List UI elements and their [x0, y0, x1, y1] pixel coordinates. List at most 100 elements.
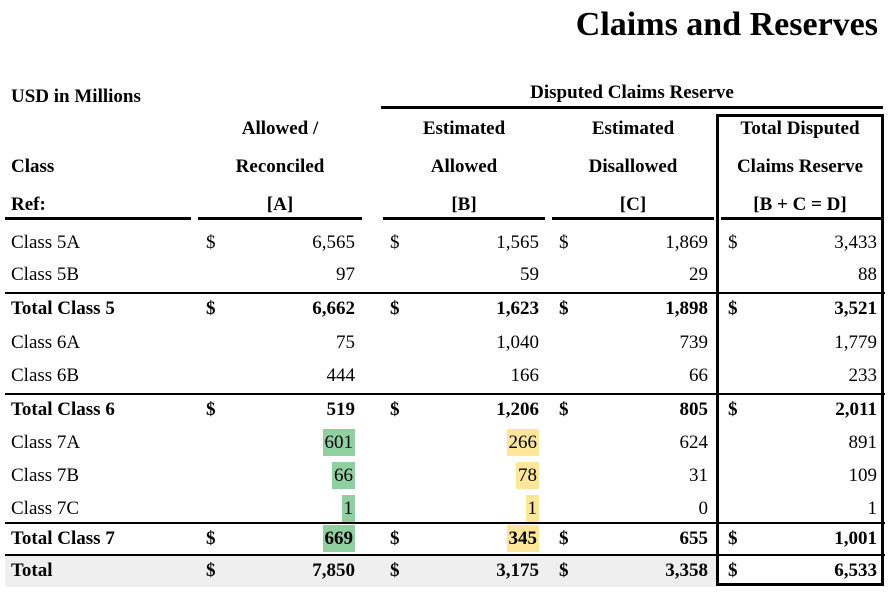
header-a-line3: [A]: [266, 194, 294, 215]
value-c: 0: [698, 498, 709, 519]
row-label: Class 6B: [11, 365, 80, 386]
row-label: Class 7B: [11, 465, 80, 486]
cell-c: 1,898: [573, 292, 708, 325]
header-rule-a: [198, 217, 362, 220]
cell-a: 7,850: [220, 554, 355, 587]
value-b: 345: [506, 525, 539, 552]
subtotal-rule: [5, 292, 885, 294]
value-a: 75: [336, 332, 355, 353]
currency-symbol: $: [728, 528, 738, 549]
value-a: 519: [326, 399, 356, 420]
cell-d: 3,433: [742, 226, 877, 259]
cell-a: 66: [220, 459, 355, 492]
header-rule-class: [5, 217, 191, 220]
table-row: Class 7B 66 78 31 109: [0, 459, 894, 492]
table-row: Total Class 7 $669 $345 $655 $1,001: [0, 522, 894, 555]
header-b-line2: Allowed: [430, 156, 498, 177]
row-label: Class 7C: [11, 498, 80, 519]
value-a: 7,850: [312, 560, 355, 581]
value-c: 624: [679, 432, 709, 453]
currency-symbol: $: [559, 528, 569, 549]
value-c: 739: [679, 332, 709, 353]
value-a: 601: [322, 429, 355, 456]
table-row: Total Class 6 $519 $1,206 $805 $2,011: [0, 393, 894, 426]
value-c: 29: [689, 264, 708, 285]
value-c: 805: [679, 399, 709, 420]
currency-symbol: $: [390, 528, 400, 549]
disputed-claims-group-header: Disputed Claims Reserve: [530, 82, 734, 103]
value-b: 266: [506, 429, 539, 456]
header-class: Class: [11, 156, 55, 177]
value-c: 655: [679, 528, 709, 549]
subtotal-rule: [5, 393, 885, 395]
cell-d: 891: [742, 426, 878, 459]
header-b-line3: [B]: [451, 194, 477, 215]
cell-a: 6,565: [220, 226, 355, 259]
table-row: Total Class 5 $6,662 $1,623 $1,898 $3,521: [0, 292, 894, 325]
currency-symbol: $: [728, 232, 738, 253]
header-c-line3: [C]: [619, 194, 647, 215]
value-b: 166: [510, 365, 540, 386]
cell-b: 1,206: [404, 393, 539, 426]
cell-d: 88: [742, 258, 877, 291]
currency-symbol: $: [206, 232, 216, 253]
cell-b: 166: [404, 359, 540, 392]
row-label: Total Class 6: [11, 399, 115, 420]
value-a: 66: [332, 462, 355, 489]
cell-c: 0: [573, 492, 709, 525]
value-d: 6,533: [834, 560, 877, 581]
header-b-line1: Estimated: [422, 118, 506, 139]
cell-b: 1,623: [404, 292, 539, 325]
cell-b: 1,565: [404, 226, 539, 259]
value-a: 669: [322, 525, 355, 552]
cell-a: 601: [220, 426, 355, 459]
cell-c: 739: [573, 326, 709, 359]
value-c: 31: [689, 465, 708, 486]
value-d: 109: [848, 465, 878, 486]
currency-symbol: $: [728, 399, 738, 420]
subtotal-rule: [5, 522, 885, 524]
value-c: 66: [689, 365, 708, 386]
cell-d: 2,011: [742, 393, 877, 426]
cell-d: 1,779: [742, 326, 877, 359]
cell-d: 6,533: [742, 554, 877, 587]
currency-symbol: $: [728, 560, 738, 581]
currency-symbol: $: [559, 232, 569, 253]
value-d: 233: [848, 365, 878, 386]
cell-c: 31: [573, 459, 708, 492]
currency-symbol: $: [390, 560, 400, 581]
value-a: 6,662: [312, 298, 355, 319]
row-label: Class 5A: [11, 232, 81, 253]
cell-c: 3,358: [573, 554, 708, 587]
currency-symbol: $: [559, 298, 569, 319]
cell-b: 78: [404, 459, 539, 492]
header-rule-d: [721, 217, 881, 220]
table-row: Class 6B 444 166 66 233: [0, 359, 894, 392]
cell-c: 29: [573, 258, 708, 291]
row-label: Class 7A: [11, 432, 81, 453]
value-c: 3,358: [665, 560, 708, 581]
value-d: 3,521: [834, 298, 877, 319]
value-d: 1,779: [834, 332, 877, 353]
header-c-line1: Estimated: [591, 118, 675, 139]
currency-symbol: $: [390, 232, 400, 253]
cell-a: 75: [220, 326, 355, 359]
cell-a: 519: [220, 393, 356, 426]
currency-symbol: $: [559, 560, 569, 581]
row-label: Total Class 7: [11, 528, 115, 549]
cell-b: 3,175: [404, 554, 539, 587]
value-a: 97: [336, 264, 355, 285]
cell-a: 1: [220, 492, 355, 525]
currency-symbol: $: [206, 560, 216, 581]
currency-symbol: $: [206, 399, 216, 420]
currency-symbol: $: [206, 528, 216, 549]
value-d: 2,011: [835, 399, 877, 420]
row-label: Total Class 5: [11, 298, 115, 319]
cell-d: 1: [742, 492, 878, 525]
cell-c: 66: [573, 359, 708, 392]
cell-b: 1: [404, 492, 539, 525]
cell-c: 624: [573, 426, 709, 459]
table-row: Class 7A 601 266 624 891: [0, 426, 894, 459]
header-ref: Ref:: [11, 194, 46, 215]
page-title: Claims and Reserves: [575, 6, 878, 43]
